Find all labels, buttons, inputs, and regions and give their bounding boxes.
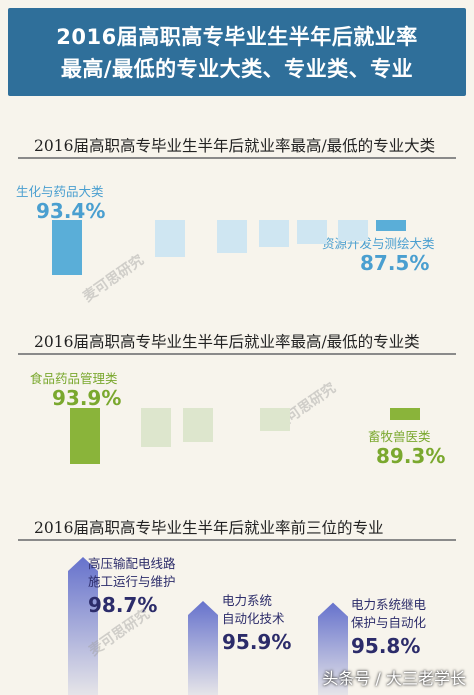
s3-item1-label-line2: 施工运行与维护 <box>88 574 176 589</box>
section1-title: 2016届高职高专毕业生半年后就业率最高/最低的专业大类 <box>34 137 436 155</box>
bar-6 <box>338 220 368 241</box>
s3-arrow-bar-1 <box>68 557 98 695</box>
bar-5 <box>297 220 327 245</box>
bar-1 <box>70 408 100 465</box>
s3-item3-value: 95.8% <box>351 634 421 658</box>
header-banner: 2016届高职高专毕业生半年后就业率 最高/最低的专业大类、专业类、专业 <box>8 8 466 96</box>
s3-arrow-chart <box>68 557 348 695</box>
bar-5 <box>390 408 420 421</box>
s3-item2-label-line2: 自动化技术 <box>222 611 285 626</box>
section3-title: 2016届高职高专毕业生半年后就业率前三位的专业 <box>34 519 384 537</box>
header-title-line1: 2016届高职高专毕业生半年后就业率 <box>56 25 418 49</box>
s3-item3-label-line1: 电力系统继电 <box>351 597 427 612</box>
s3-arrow-bar-3 <box>318 602 348 695</box>
s3-item1-label-line1: 高压输配电线路 <box>88 556 176 571</box>
section3-divider <box>18 539 456 541</box>
s2-highest-label: 食品药品管理类 <box>30 371 118 386</box>
bar-3 <box>217 220 247 253</box>
bar-2 <box>141 408 171 448</box>
bar-4 <box>260 408 290 431</box>
s2-highest-value: 93.9% <box>52 386 122 410</box>
bar-4 <box>259 220 289 248</box>
footer-credit: 头条号 / 大三老学长 <box>322 669 466 688</box>
section1-divider <box>18 157 456 159</box>
s3-item2-label-line1: 电力系统 <box>222 593 273 608</box>
bar-1 <box>52 220 82 275</box>
s1-highest-value: 93.4% <box>36 199 106 223</box>
watermark-1: 麦可思研究 <box>80 252 147 306</box>
s2-lowest-value: 89.3% <box>376 444 446 468</box>
bar-3 <box>183 408 213 443</box>
s1-highest-label: 生化与药品大类 <box>16 184 104 199</box>
section2-divider <box>18 353 456 355</box>
s1-lowest-value: 87.5% <box>360 251 430 275</box>
bar-7 <box>376 220 406 232</box>
section2-title: 2016届高职高专毕业生半年后就业率最高/最低的专业类 <box>34 333 420 351</box>
s3-arrow-bar-2 <box>188 601 218 695</box>
s3-item1-value: 98.7% <box>88 593 158 617</box>
s2-lowest-label: 畜牧兽医类 <box>368 429 431 444</box>
s3-item3-label-line2: 保护与自动化 <box>351 615 427 630</box>
bar-2 <box>155 220 185 258</box>
s3-item2-value: 95.9% <box>222 630 292 654</box>
header-title-line2: 最高/最低的专业大类、专业类、专业 <box>60 57 414 81</box>
